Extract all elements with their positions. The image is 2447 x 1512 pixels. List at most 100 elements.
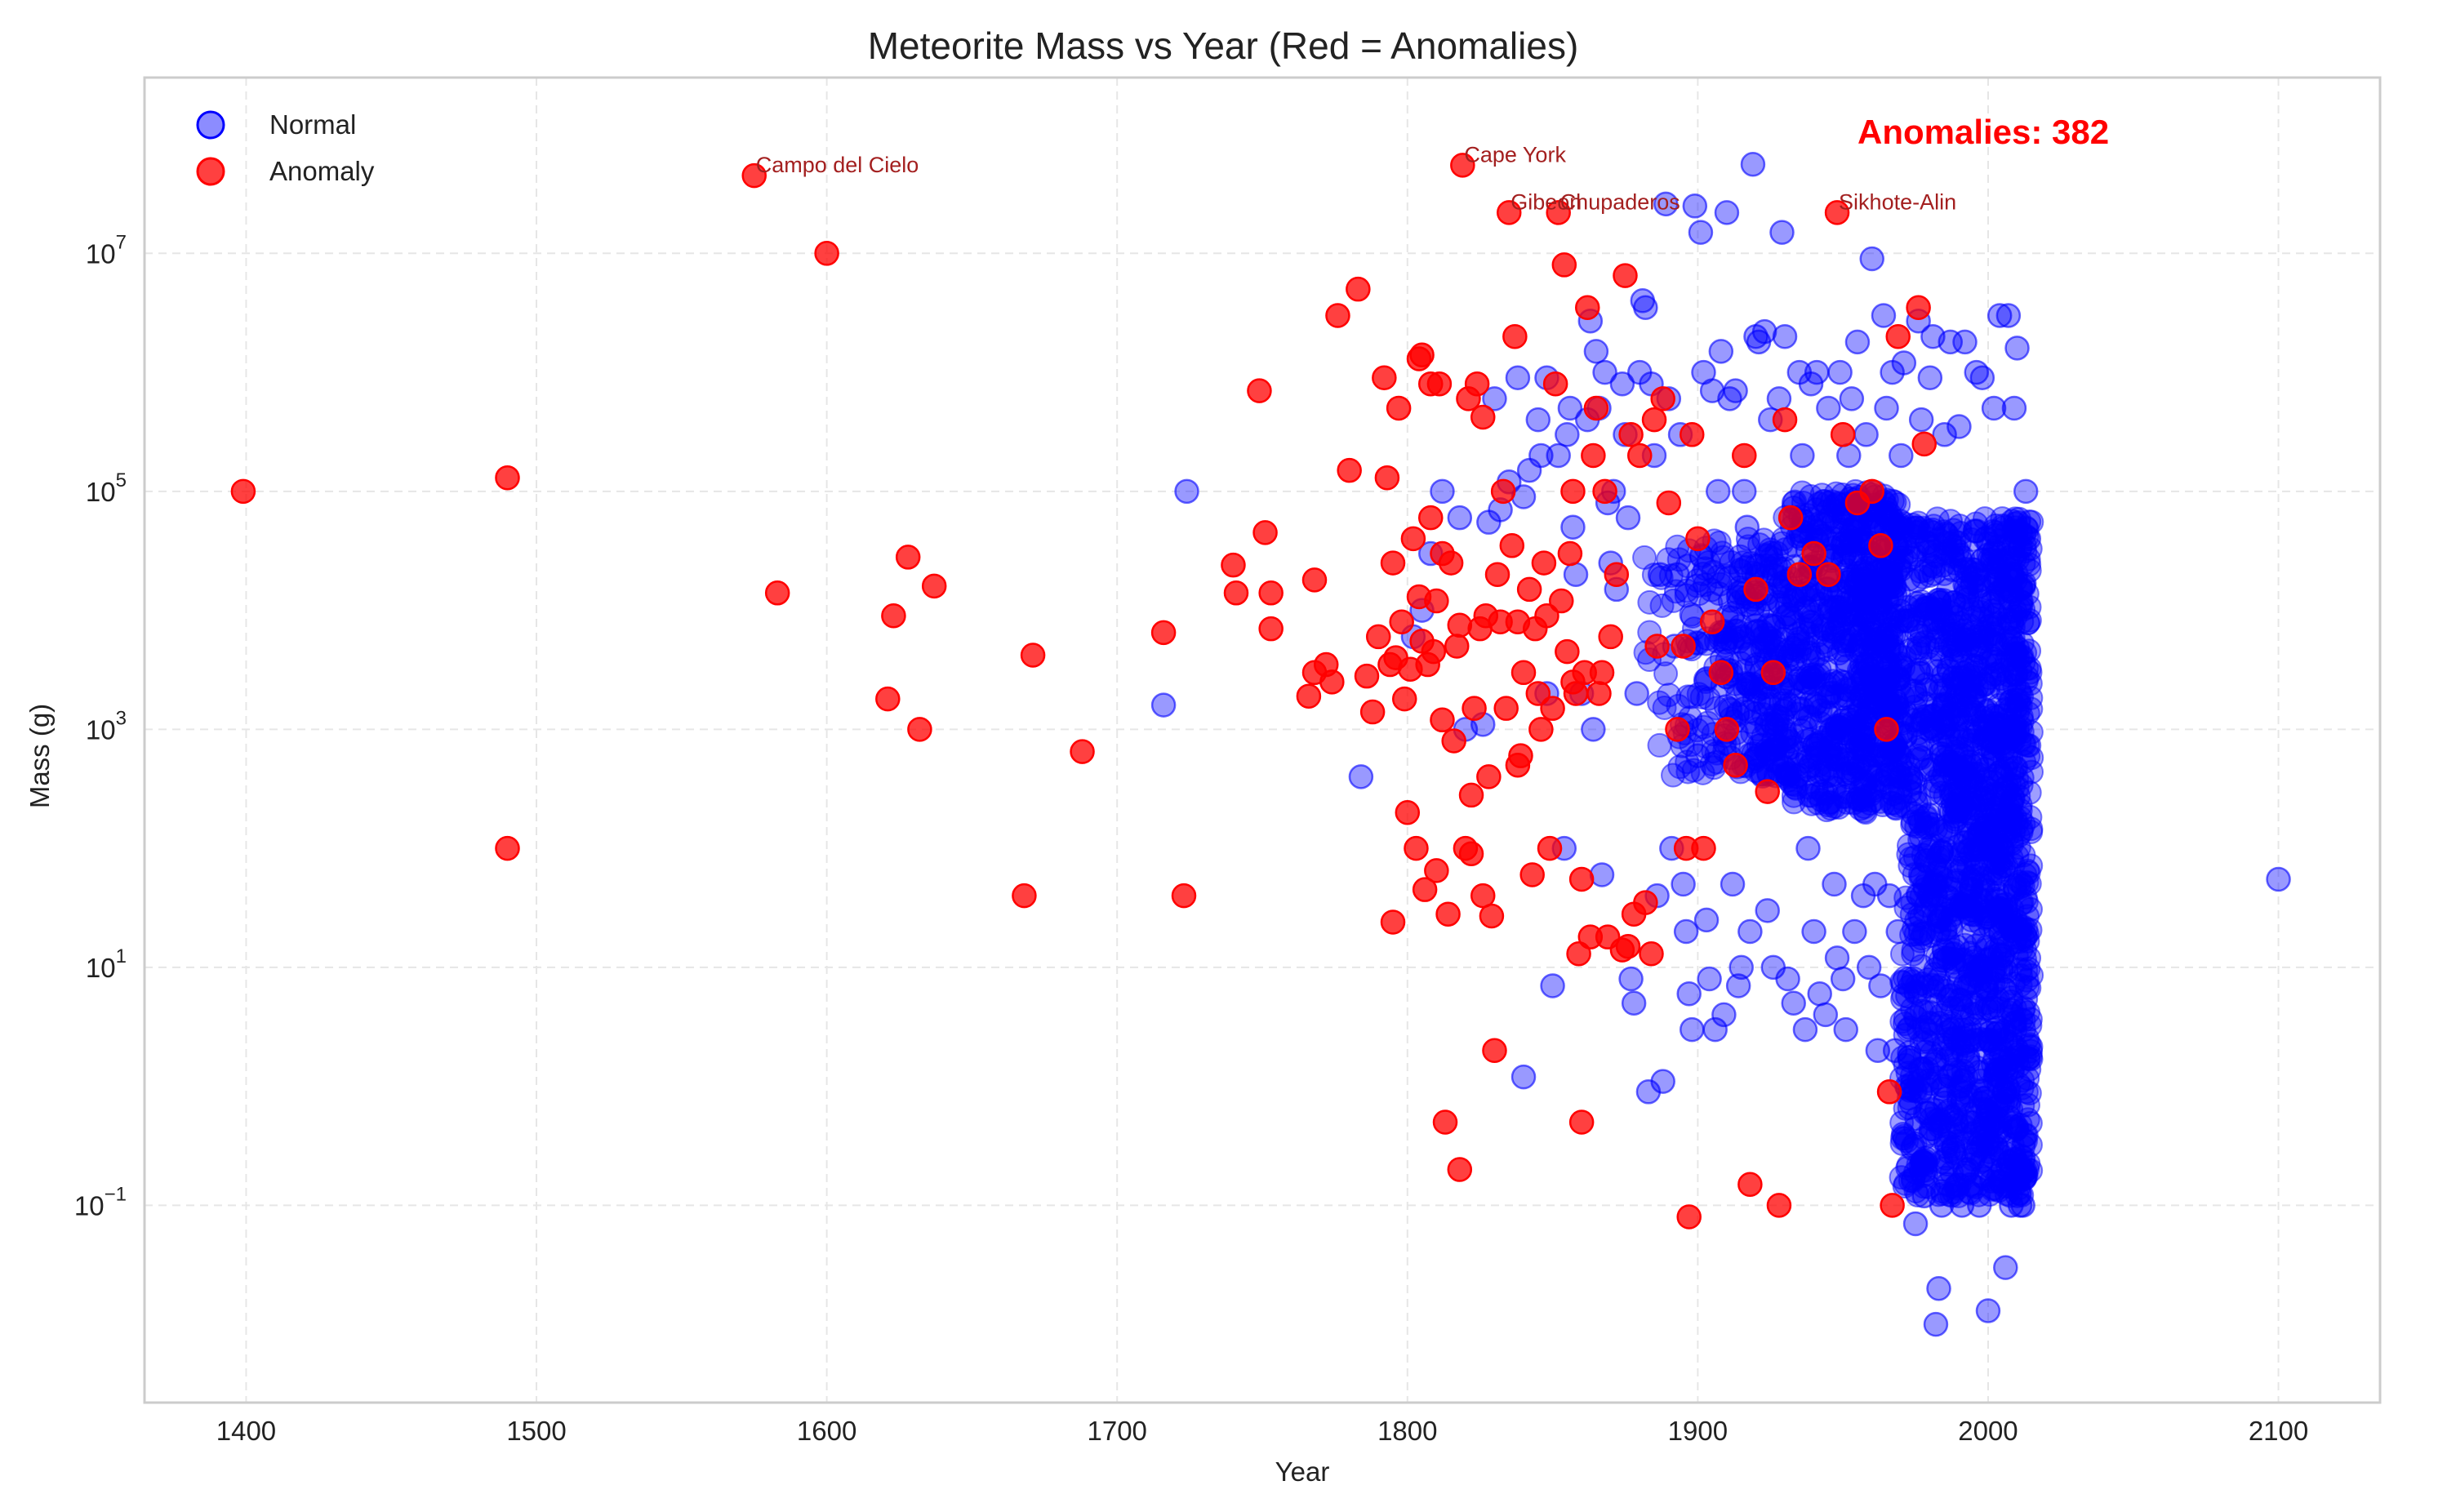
- normal-point: [1624, 681, 1649, 706]
- normal-point: [1738, 674, 1764, 700]
- normal-point: [1976, 1040, 2001, 1065]
- anomaly-point: [1732, 442, 1757, 469]
- normal-point: [1970, 705, 1995, 731]
- normal-point: [1737, 918, 1763, 945]
- anomaly-point: [907, 717, 932, 742]
- normal-point: [2013, 478, 2039, 505]
- normal-point: [1882, 761, 1907, 786]
- anomaly-point: [1346, 276, 1371, 302]
- normal-point: [1751, 318, 1777, 345]
- normal-point: [1653, 661, 1679, 687]
- anomaly-point: [1737, 1172, 1763, 1197]
- anomaly-point: [1380, 550, 1406, 576]
- anomaly-point: [495, 465, 520, 491]
- chart-title: Meteorite Mass vs Year (Red = Anomalies): [868, 24, 1579, 67]
- anomaly-name-label: Cape York: [1464, 142, 1566, 167]
- normal-point: [1896, 539, 1921, 564]
- anomaly-point: [1444, 634, 1470, 659]
- normal-point: [1740, 151, 1766, 177]
- anomaly-point: [1528, 717, 1554, 742]
- normal-point: [1510, 484, 1537, 509]
- normal-point: [1833, 540, 1858, 566]
- normal-point: [1798, 371, 1824, 397]
- normal-point: [1978, 975, 2003, 1000]
- normal-point: [1708, 339, 1734, 364]
- anomaly-point: [1426, 371, 1453, 397]
- normal-point: [1348, 764, 1374, 789]
- normal-point: [1915, 974, 1940, 999]
- normal-point: [1790, 442, 1815, 469]
- normal-point: [1673, 918, 1699, 945]
- normal-point: [1987, 303, 2013, 328]
- normal-point: [2018, 1038, 2044, 1064]
- normal-point: [1991, 943, 2016, 968]
- y-axis-label: Mass (g): [24, 704, 55, 808]
- normal-point: [1769, 220, 1795, 245]
- normal-point: [1951, 766, 1977, 791]
- anomaly-point: [1421, 638, 1447, 665]
- anomaly-point: [1458, 782, 1484, 808]
- normal-point: [1736, 534, 1761, 559]
- normal-point: [1447, 505, 1473, 531]
- normal-point: [2004, 518, 2029, 544]
- normal-point: [1785, 701, 1810, 727]
- anomaly-point: [1409, 342, 1435, 368]
- anomaly-point: [1458, 841, 1484, 867]
- normal-point: [1649, 593, 1675, 618]
- x-tick-label: 1500: [506, 1416, 566, 1446]
- normal-point: [2017, 1081, 2042, 1106]
- normal-point: [1822, 871, 1847, 897]
- legend-marker-normal: [196, 110, 225, 140]
- anomaly-point: [1885, 323, 1911, 349]
- x-tick-label: 1700: [1087, 1416, 1146, 1446]
- anomaly-point: [1641, 407, 1667, 433]
- anomaly-point: [1490, 478, 1516, 505]
- normal-point: [1755, 630, 1781, 656]
- normal-point: [1725, 973, 1751, 998]
- anomaly-point: [1766, 1193, 1792, 1218]
- anomaly-point: [1365, 624, 1391, 650]
- anomaly-name-label: Campo del Cielo: [756, 153, 919, 177]
- anomaly-point: [1221, 552, 1246, 578]
- normal-point: [2000, 611, 2025, 636]
- anomaly-point: [1540, 696, 1565, 721]
- anomaly-point: [1627, 442, 1653, 469]
- anomaly-point: [1801, 540, 1826, 567]
- x-tick-label: 1900: [1668, 1416, 1728, 1446]
- normal-point: [1706, 478, 1731, 505]
- normal-point: [1714, 200, 1740, 225]
- normal-point: [1824, 945, 1850, 971]
- anomaly-point: [1874, 717, 1899, 742]
- normal-point: [1985, 555, 2010, 580]
- normal-point: [1960, 869, 1985, 894]
- normal-point: [1908, 407, 1934, 433]
- normal-point: [1693, 907, 1720, 933]
- anomaly-point: [1581, 442, 1606, 469]
- normal-point: [1993, 1255, 2018, 1280]
- anomaly-point: [1258, 616, 1284, 642]
- normal-point: [2009, 1007, 2034, 1032]
- anomaly-point: [1424, 858, 1449, 883]
- normal-point: [1711, 1002, 1737, 1028]
- normal-point: [1150, 692, 1177, 718]
- anomaly-point: [1516, 576, 1542, 603]
- anomaly-point: [230, 478, 256, 505]
- normal-point: [1840, 588, 1865, 613]
- normal-point: [1681, 758, 1706, 783]
- anomaly-name-label: Sikhote-Alin: [1839, 189, 1956, 214]
- normal-point: [1795, 670, 1820, 696]
- normal-point: [1781, 990, 1806, 1016]
- normal-point: [1848, 683, 1873, 709]
- normal-point: [1981, 395, 2007, 421]
- normal-point: [1955, 580, 1980, 605]
- anomaly-point: [1171, 883, 1197, 909]
- normal-point: [1720, 871, 1746, 897]
- anomaly-point: [1479, 903, 1505, 929]
- anomaly-point: [1432, 1110, 1458, 1135]
- anomaly-point: [1223, 580, 1249, 606]
- normal-point: [1881, 575, 1906, 600]
- anomaly-point: [1650, 386, 1675, 411]
- normal-point: [1702, 1016, 1728, 1043]
- normal-point: [1799, 783, 1824, 808]
